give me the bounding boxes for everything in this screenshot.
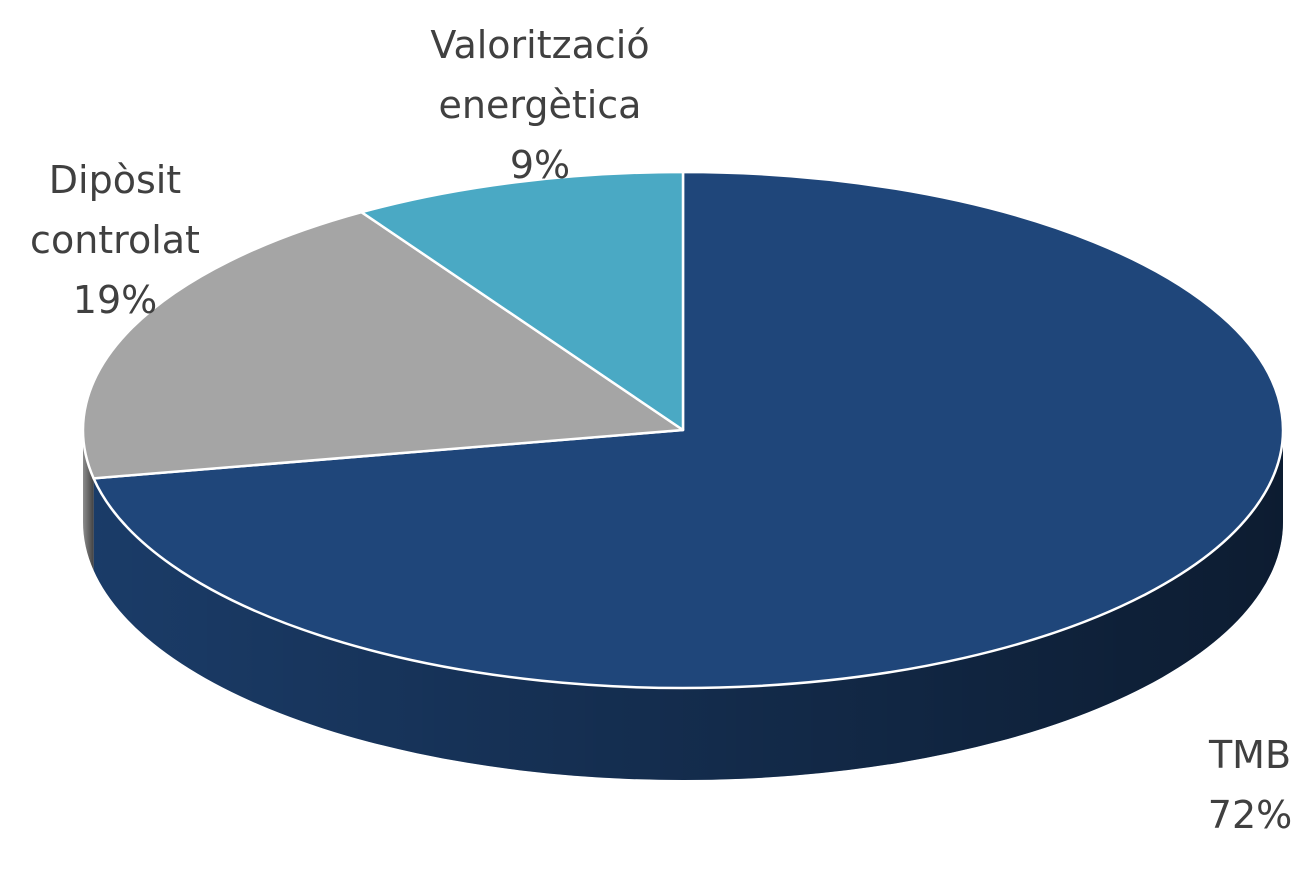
slice-label: Dipòsit controlat 19% xyxy=(5,150,225,330)
category-label: TMB xyxy=(1208,733,1292,777)
slice-label: TMB 72% xyxy=(1180,725,1304,845)
category-label: Dipòsit controlat xyxy=(30,158,200,262)
value-label: 72% xyxy=(1207,793,1293,837)
slice-label: Valorització energètica 9% xyxy=(405,15,675,195)
slice-side-shade xyxy=(83,430,94,571)
category-label: Valorització energètica xyxy=(430,23,650,127)
value-label: 19% xyxy=(72,278,158,322)
slice xyxy=(360,170,685,432)
slice xyxy=(92,170,1285,690)
slice xyxy=(81,210,685,480)
slice-side-shade xyxy=(93,430,1283,781)
value-label: 9% xyxy=(509,143,571,187)
